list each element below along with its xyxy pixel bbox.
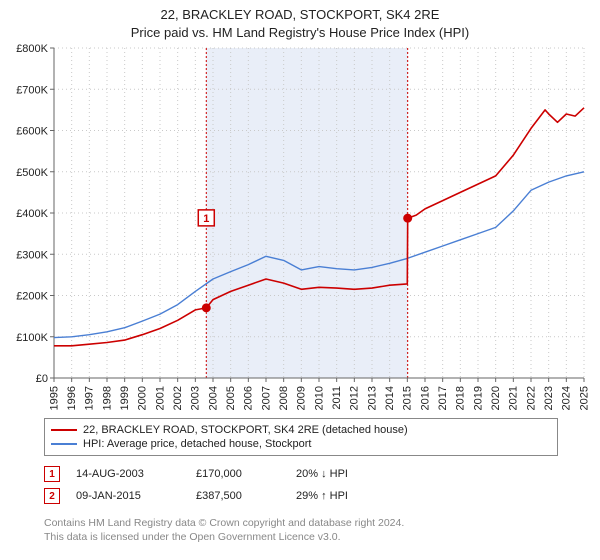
legend-label-red: 22, BRACKLEY ROAD, STOCKPORT, SK4 2RE (d… [83,424,408,436]
svg-text:2008: 2008 [278,386,290,410]
chart-title-line1: 22, BRACKLEY ROAD, STOCKPORT, SK4 2RE [0,6,600,24]
svg-text:2012: 2012 [349,386,361,410]
svg-text:2018: 2018 [455,386,467,410]
svg-text:2022: 2022 [525,386,537,410]
svg-text:2000: 2000 [137,386,149,410]
svg-text:2003: 2003 [190,386,202,410]
svg-text:2006: 2006 [243,386,255,410]
svg-text:1995: 1995 [48,386,60,410]
legend-swatch-blue [51,443,77,445]
svg-text:£700K: £700K [16,84,48,96]
svg-text:2015: 2015 [402,386,414,410]
legend-box: 22, BRACKLEY ROAD, STOCKPORT, SK4 2RE (d… [44,418,558,456]
svg-text:1996: 1996 [66,386,78,410]
chart-title-line2: Price paid vs. HM Land Registry's House … [0,24,600,42]
svg-text:2019: 2019 [472,386,484,410]
svg-text:1998: 1998 [101,386,113,410]
svg-text:2005: 2005 [225,386,237,410]
legend-item-red: 22, BRACKLEY ROAD, STOCKPORT, SK4 2RE (d… [51,423,551,437]
markers-table: 1 14-AUG-2003 £170,000 20% ↓ HPI 2 09-JA… [44,466,406,510]
svg-text:£0: £0 [36,373,48,385]
svg-text:2007: 2007 [260,386,272,410]
svg-text:2004: 2004 [207,386,219,410]
footer-line2: This data is licensed under the Open Gov… [44,530,404,544]
svg-text:1997: 1997 [84,386,96,410]
svg-text:2002: 2002 [172,386,184,410]
svg-text:£600K: £600K [16,126,48,138]
svg-text:2020: 2020 [490,386,502,410]
legend-swatch-red [51,429,77,431]
chart-container: 22, BRACKLEY ROAD, STOCKPORT, SK4 2RE Pr… [0,0,600,560]
svg-text:2024: 2024 [561,386,573,410]
svg-text:2011: 2011 [331,386,343,410]
chart-svg: £0£100K£200K£300K£400K£500K£600K£700K£80… [54,48,584,418]
legend-label-blue: HPI: Average price, detached house, Stoc… [83,438,312,450]
svg-text:1: 1 [203,213,209,225]
svg-text:2009: 2009 [296,386,308,410]
svg-text:2010: 2010 [313,386,325,410]
chart-area: £0£100K£200K£300K£400K£500K£600K£700K£80… [54,48,584,378]
marker-badge-2: 2 [44,488,60,504]
title-block: 22, BRACKLEY ROAD, STOCKPORT, SK4 2RE Pr… [0,0,600,42]
svg-text:2017: 2017 [437,386,449,410]
marker-price-1: £170,000 [196,468,296,480]
svg-text:£400K: £400K [16,208,48,220]
svg-text:2014: 2014 [384,386,396,410]
legend-item-blue: HPI: Average price, detached house, Stoc… [51,437,551,451]
svg-text:2013: 2013 [366,386,378,410]
marker-row-1: 1 14-AUG-2003 £170,000 20% ↓ HPI [44,466,406,482]
svg-text:£500K: £500K [16,167,48,179]
svg-text:2025: 2025 [578,386,590,410]
svg-text:£200K: £200K [16,291,48,303]
marker-row-2: 2 09-JAN-2015 £387,500 29% ↑ HPI [44,488,406,504]
marker-hpi-1: 20% ↓ HPI [296,468,406,480]
marker-badge-1: 1 [44,466,60,482]
svg-text:£300K: £300K [16,249,48,261]
svg-text:£100K: £100K [16,332,48,344]
marker-hpi-2: 29% ↑ HPI [296,490,406,502]
marker-date-2: 09-JAN-2015 [76,490,196,502]
svg-text:2001: 2001 [154,386,166,410]
svg-text:£800K: £800K [16,43,48,55]
footer-line1: Contains HM Land Registry data © Crown c… [44,516,404,530]
marker-date-1: 14-AUG-2003 [76,468,196,480]
footer: Contains HM Land Registry data © Crown c… [44,516,404,544]
svg-text:2023: 2023 [543,386,555,410]
svg-text:2021: 2021 [508,386,520,410]
svg-text:1999: 1999 [119,386,131,410]
svg-text:2016: 2016 [419,386,431,410]
marker-price-2: £387,500 [196,490,296,502]
